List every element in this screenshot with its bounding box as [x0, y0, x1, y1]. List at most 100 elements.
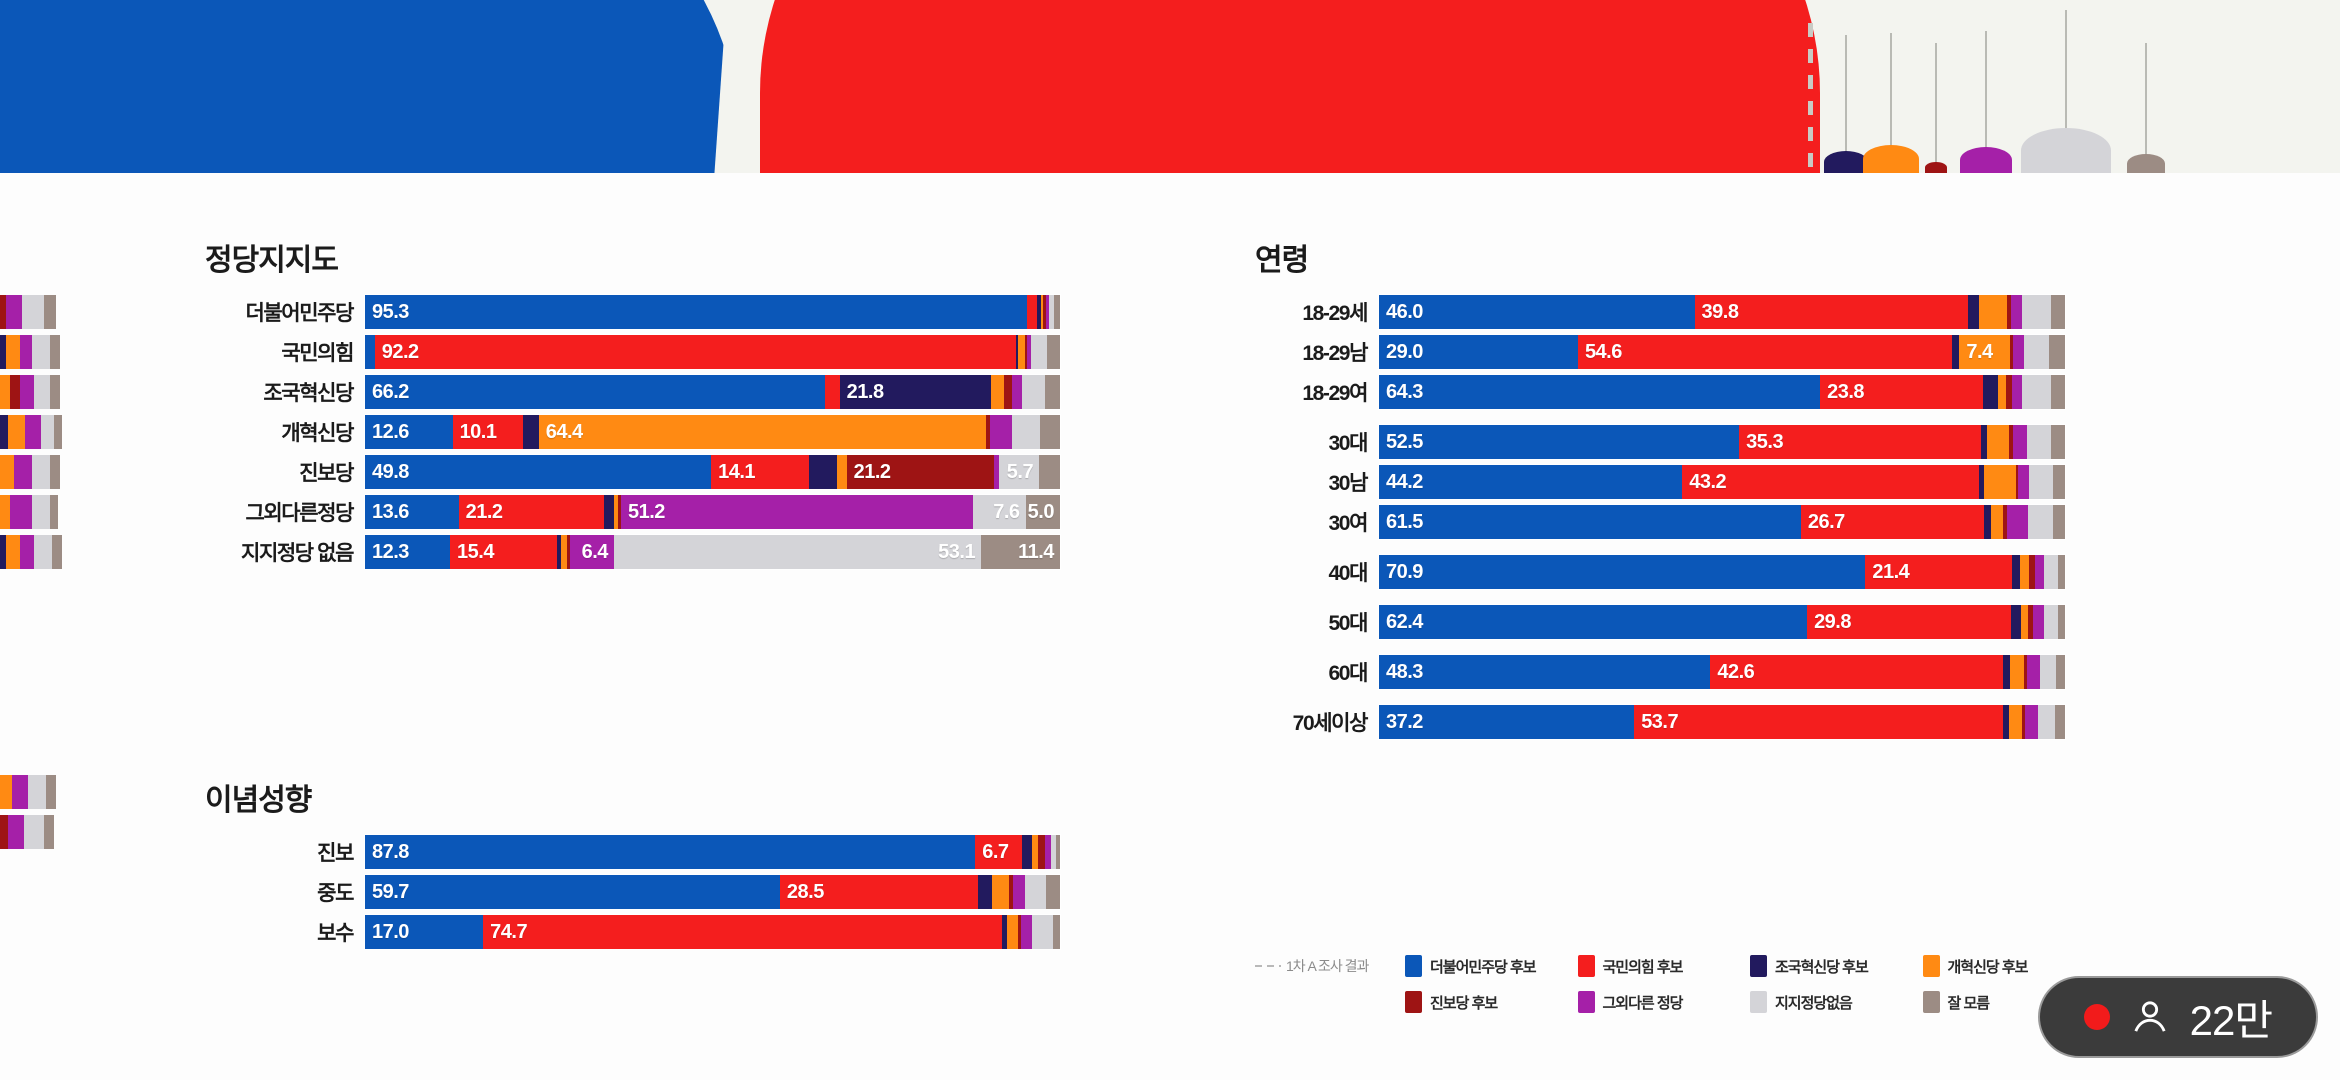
bar-segment-value: 7.4 [1966, 340, 1993, 363]
bar-segment-1: 87.8 [365, 835, 976, 869]
bar-segment-6 [2034, 555, 2045, 589]
bar-segment-value: 44.2 [1386, 470, 1423, 493]
bar-row: 18-29세 46.0 39.8 [1255, 295, 2065, 329]
bar-track: 17.0 74.7 [365, 915, 1060, 949]
bar-segment-1: 13.6 [365, 495, 459, 529]
bar-segment-2: 26.7 [1800, 505, 1985, 539]
bar-segment-value: 13.6 [372, 500, 409, 523]
bar-segment-value: 39.8 [1701, 300, 1739, 323]
bar-segment-value: 95.3 [372, 300, 409, 323]
bar-segment-value: 5.0 [1027, 500, 1055, 523]
bar-segment-1: 64.3 [1379, 375, 1821, 409]
legend-item-8: 잘 모름 [1922, 991, 2096, 1013]
bar-track: 12.3 15.4 6.4 53.1 11.4 [365, 535, 1060, 569]
offscreen-bar-segment [6, 535, 20, 569]
offscreen-bar-segment [25, 415, 41, 449]
bar-row-label: 70세이상 [1292, 712, 1369, 735]
bar-segment-6: 51.2 [620, 495, 974, 529]
bar-segment-3 [556, 535, 562, 569]
bar-row: 지지정당 없음 12.3 15.4 6.4 53.1 11.4 [205, 535, 1060, 569]
bar-row: 개혁신당 12.6 10.1 64.4 [205, 415, 1060, 449]
offscreen-bar-segment [14, 455, 32, 489]
bar-segment-value: 61.5 [1386, 510, 1423, 533]
bar-segment-3 [522, 415, 539, 449]
legend-swatch [1922, 991, 1940, 1013]
offscreen-bar-segment [0, 455, 14, 489]
bar-segment-5 [1037, 835, 1046, 869]
live-viewer-badge[interactable]: 22만 [2037, 976, 2318, 1058]
banner-dot [1925, 162, 1947, 173]
bar-segment-7 [1012, 415, 1040, 449]
bar-segment-2 [825, 375, 840, 409]
banner-dot [1960, 147, 2012, 173]
offscreen-bar-row [0, 415, 62, 449]
bar-segment-value: 48.3 [1386, 660, 1423, 683]
bar-row-label: 30대 [1328, 432, 1369, 455]
bar-segment-6 [2012, 425, 2027, 459]
bar-segment-1 [365, 335, 375, 369]
offscreen-bar-segment [10, 495, 32, 529]
bar-segment-7 [2021, 375, 2052, 409]
bar-segment-6 [1045, 835, 1051, 869]
bar-segment-4 [1990, 505, 2003, 539]
bar-track: 59.7 28.5 [365, 875, 1060, 909]
bar-track: 49.8 14.1 21.2 5.7 [365, 455, 1060, 489]
bar-segment-5 [2010, 335, 2013, 369]
bar-segment-3 [2012, 555, 2021, 589]
banner-stick [2065, 10, 2067, 173]
bar-segment-value: 64.3 [1386, 380, 1423, 403]
bar-segment-6 [993, 455, 1000, 489]
bar-segment-2: 54.6 [1577, 335, 1953, 369]
bar-segment-7 [2044, 555, 2059, 589]
offscreen-bar-segment [7, 415, 26, 449]
bar-segment-5 [1008, 875, 1013, 909]
bar-segment-4 [1040, 295, 1044, 329]
bar-segment-7 [1031, 335, 1048, 369]
bar-segment-1: 12.6 [365, 415, 453, 449]
bar-segment-1: 61.5 [1379, 505, 1801, 539]
bar-segment-8 [1052, 915, 1060, 949]
bar-segment-8 [1054, 295, 1060, 329]
banner-ppp-column [760, 0, 1820, 173]
bar-segment-7 [2043, 605, 2059, 639]
offscreen-bar-segment [8, 815, 24, 849]
bar-segment-1: 44.2 [1379, 465, 1683, 499]
bar-segment-value: 21.4 [1872, 560, 1910, 583]
bar-segment-7 [1024, 875, 1047, 909]
bar-segment-value: 66.2 [372, 380, 409, 403]
bar-segment-3 [1978, 465, 1985, 499]
bar-segment-value: 21.2 [465, 500, 503, 523]
bar-segment-4 [614, 495, 619, 529]
bar-segment-3 [1967, 295, 1979, 329]
bar-row-label: 개혁신당 [281, 422, 354, 445]
bar-segment-value: 10.1 [459, 420, 497, 443]
bar-row-label: 보수 [317, 922, 354, 945]
bar-row: 40대 70.9 21.4 [1255, 555, 2065, 589]
bar-segment-value: 74.7 [490, 920, 528, 943]
offscreen-bar-row [0, 295, 62, 329]
bar-track: 13.6 21.2 51.2 7.6 5.0 [365, 495, 1060, 529]
bar-segment-value: 70.9 [1386, 560, 1423, 583]
bar-segment-6 [1012, 375, 1023, 409]
bar-segment-value: 21.8 [846, 380, 884, 403]
bar-segment-value: 6.7 [982, 840, 1009, 863]
banner-dot [2127, 154, 2165, 173]
person-icon [2134, 1001, 2166, 1032]
bar-segment-value: 12.6 [372, 420, 409, 443]
bar-row: 진보 87.8 6.7 [205, 835, 1060, 869]
bar-segment-7: 53.1 [613, 535, 982, 569]
legend-swatch [1750, 955, 1767, 977]
bar-segment-4 [1018, 335, 1026, 369]
bar-segment-4 [1007, 915, 1019, 949]
bar-segment-5 [2029, 555, 2035, 589]
offscreen-bar-segment [32, 455, 50, 489]
offscreen-bar-segment [44, 815, 54, 849]
offscreen-bar-segment [20, 335, 32, 369]
bar-segment-4 [836, 455, 847, 489]
bar-row: 국민의힘 92.2 [205, 335, 1060, 369]
bar-track: 52.5 35.3 [1379, 425, 2065, 459]
offscreen-bar-segment [20, 535, 34, 569]
legend-label: 지지정당없음 [1775, 994, 1853, 1012]
bar-segment-value: 59.7 [372, 880, 409, 903]
